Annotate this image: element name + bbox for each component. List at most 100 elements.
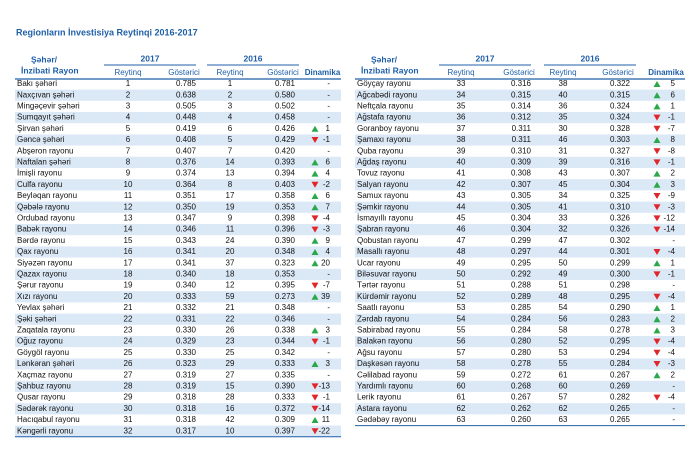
dynamics: 6: [326, 191, 331, 200]
row-band: [15, 313, 341, 325]
dynamics: -3: [668, 359, 676, 368]
score-2016: 0.323: [275, 258, 296, 267]
rank-2017: 45: [457, 214, 466, 223]
row-band: [355, 291, 685, 303]
rank-2017: 24: [124, 337, 133, 346]
rank-2016: 22: [226, 314, 235, 323]
region-name: Oğuz rayonu: [17, 337, 63, 346]
score-2017: 0.315: [511, 90, 532, 99]
dynamics: -4: [668, 337, 676, 346]
trend-down: [653, 394, 661, 401]
dynamics: -: [327, 79, 330, 88]
score-2016: 0.502: [275, 102, 296, 111]
region-name: Şəmkir rayonu: [357, 202, 409, 211]
score-2016: 0.309: [275, 415, 296, 424]
rank-2016: 15: [226, 382, 235, 391]
dynamics: -4: [668, 393, 676, 402]
region-header: İnzibati Rayon: [21, 65, 79, 75]
row-band: [355, 403, 685, 415]
rank-2016: 14: [226, 158, 235, 167]
rank-2017: 28: [124, 382, 133, 391]
dynamics: -22: [318, 426, 330, 435]
trend-down: [653, 226, 661, 233]
dynamics: -1: [668, 158, 676, 167]
score-2016: 0.396: [275, 225, 296, 234]
score-2016: 0.390: [275, 236, 296, 245]
dynamics: -: [327, 113, 330, 122]
rank-2017: 11: [124, 191, 133, 200]
dynamics: -: [672, 415, 675, 424]
region-name: Gəncə şəhəri: [17, 135, 65, 144]
row-band: [15, 336, 341, 348]
row-band: [15, 201, 341, 213]
trend-up: [653, 316, 661, 323]
trend-up: [311, 125, 319, 132]
year-header: 2016: [244, 53, 263, 63]
score-2017: 0.305: [511, 191, 532, 200]
rank-2017: 49: [457, 258, 466, 267]
trend-down: [653, 159, 661, 166]
score-2016: 0.390: [275, 382, 296, 391]
region-name: Bakı şəhəri: [17, 79, 57, 88]
dynamics: -4: [668, 247, 676, 256]
rank-2016: 54: [559, 303, 568, 312]
rank-2016: 37: [226, 258, 235, 267]
trend-up: [653, 137, 661, 143]
score-2017: 0.341: [176, 247, 197, 256]
score-2016: 0.580: [275, 90, 296, 99]
score-2016: 0.326: [610, 214, 631, 223]
dynamics: 4: [326, 169, 331, 178]
score-2016: 0.342: [275, 348, 296, 357]
region-name: Sədərək rayonu: [17, 404, 73, 413]
region-name: Xaçmaz rayonu: [17, 370, 73, 379]
trend-down: [653, 193, 661, 199]
score-2017: 0.318: [176, 393, 197, 402]
rank-2016: 34: [559, 191, 568, 200]
rank-2017: 50: [457, 270, 466, 279]
dynamics: -7: [323, 281, 331, 290]
rank-2017: 20: [124, 292, 133, 301]
dynamics: -3: [668, 202, 676, 211]
rank-2017: 14: [124, 225, 133, 234]
dynamics: -4: [668, 348, 676, 357]
score-2016: 0.372: [275, 404, 296, 413]
column-header: Göstərici: [267, 68, 299, 77]
rank-2017: 2: [126, 90, 131, 99]
region-name: Sumqayıt şəhəri: [17, 113, 75, 122]
score-2016: 0.403: [275, 180, 296, 189]
rank-2016: 36: [559, 102, 568, 111]
rank-2017: 62: [457, 404, 466, 413]
score-2017: 0.307: [511, 180, 532, 189]
score-2017: 0.316: [511, 79, 532, 88]
score-2017: 0.285: [511, 303, 532, 312]
dynamics: 20: [321, 258, 330, 267]
score-2017: 0.407: [176, 146, 197, 155]
row-band: [15, 246, 341, 258]
dynamics: -: [327, 102, 330, 111]
rank-2016: 11: [226, 225, 235, 234]
rank-2017: 41: [457, 169, 466, 178]
score-2016: 0.394: [275, 169, 296, 178]
region-name: Şəki şəhəri: [17, 314, 57, 323]
row-band: [355, 156, 685, 168]
region-name: Kəngərli rayonu: [17, 426, 73, 435]
row-band: [355, 246, 685, 258]
dynamics: 1: [326, 124, 331, 133]
row-band: [15, 425, 341, 437]
region-name: Yardımlı rayonu: [357, 382, 413, 391]
region-name: Siyəzən rayonu: [17, 258, 72, 267]
rank-2017: 22: [124, 314, 133, 323]
rank-2016: 46: [559, 135, 568, 144]
region-name: Lerik rayonu: [357, 393, 401, 402]
region-name: Tərtər rayonu: [357, 281, 405, 290]
region-name: Kürdəmir rayonu: [357, 292, 416, 301]
trend-up: [653, 92, 661, 99]
score-2017: 0.312: [511, 113, 532, 122]
trend-down: [311, 137, 319, 143]
score-2017: 0.346: [176, 225, 197, 234]
region-name: Tovuz rayonu: [357, 169, 405, 178]
rank-2017: 5: [126, 124, 131, 133]
score-2017: 0.280: [511, 348, 532, 357]
dynamics: 5: [671, 79, 676, 88]
dynamics: 3: [326, 359, 331, 368]
